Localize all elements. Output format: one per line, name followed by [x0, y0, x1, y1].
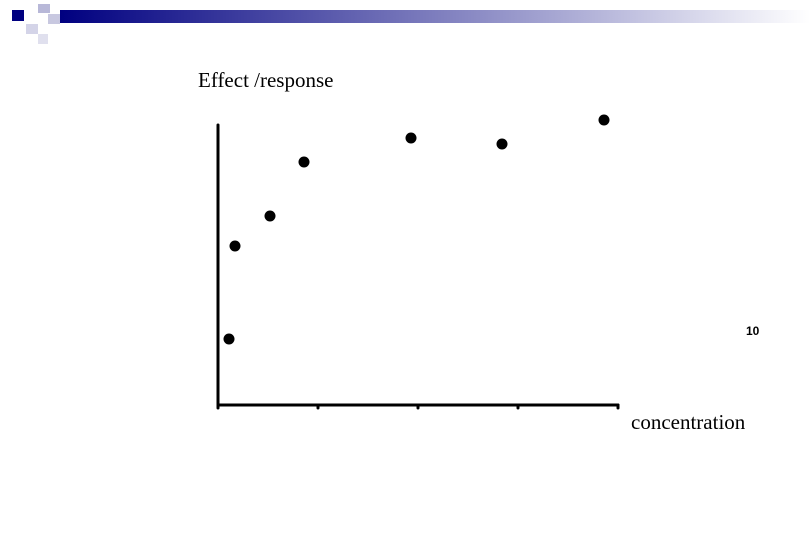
- header-square-light: [38, 34, 48, 44]
- data-point: [298, 156, 310, 168]
- header-square-navy: [12, 10, 24, 21]
- chart-axes: [216, 123, 620, 410]
- slide-number: 10: [746, 324, 760, 338]
- data-point: [229, 240, 241, 252]
- y-axis-label: Effect /response: [198, 68, 334, 92]
- data-point: [223, 333, 235, 345]
- data-point: [598, 114, 610, 126]
- slide-header-decoration: [12, 4, 810, 44]
- header-square-light: [48, 14, 60, 24]
- header-square-light: [38, 4, 50, 13]
- chart-points: [223, 114, 610, 345]
- x-axis-label: concentration: [631, 410, 746, 434]
- header-square-light: [26, 24, 38, 34]
- data-point: [496, 138, 508, 150]
- data-point: [264, 210, 276, 222]
- header-gradient-bar: [60, 10, 810, 23]
- data-point: [405, 132, 417, 144]
